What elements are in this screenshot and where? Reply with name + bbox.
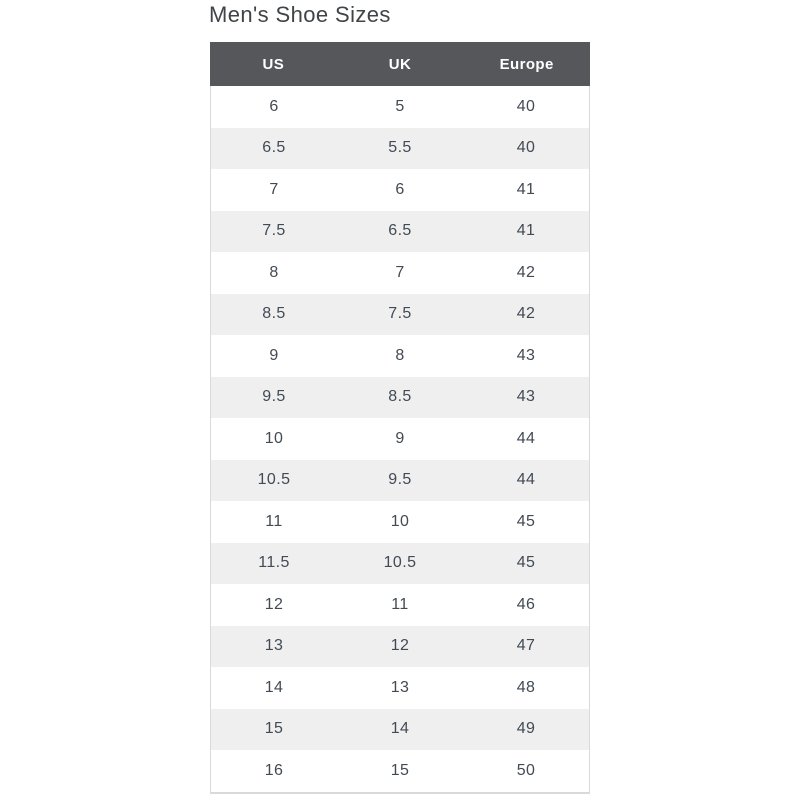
- cell-uk: 10: [390, 512, 410, 530]
- cell-uk: 12: [390, 637, 410, 655]
- cell-europe: 40: [516, 97, 536, 115]
- cell-uk: 14: [390, 720, 410, 738]
- table-row: 11.5 10.5 45: [211, 542, 589, 584]
- cell-europe: 43: [516, 346, 536, 364]
- cell-uk: 5.5: [388, 139, 412, 157]
- cell-uk: 8: [395, 346, 405, 364]
- table-row: 11 10 45: [211, 501, 589, 543]
- cell-us: 9: [269, 346, 279, 364]
- cell-europe: 46: [516, 595, 536, 613]
- cell-europe: 49: [516, 720, 536, 738]
- cell-uk: 15: [390, 761, 410, 779]
- cell-europe: 43: [516, 388, 536, 406]
- cell-europe: 48: [516, 678, 536, 696]
- shoe-size-table: US UK Europe 6 5 40 6.5 5.5 40 7 6 41 7.5 6.5 41 8 7 4…: [210, 42, 590, 794]
- table-row: 8 7 42: [211, 252, 589, 294]
- cell-uk: 5: [395, 97, 405, 115]
- cell-europe: 41: [516, 180, 536, 198]
- cell-us: 8.5: [262, 305, 286, 323]
- table-row: 9.5 8.5 43: [211, 376, 589, 418]
- cell-uk: 13: [390, 678, 410, 696]
- table-header-row: US UK Europe: [210, 42, 590, 86]
- table-row: 13 12 47: [211, 625, 589, 667]
- cell-us: 6.5: [262, 139, 286, 157]
- cell-us: 15: [264, 720, 284, 738]
- cell-uk: 6: [395, 180, 405, 198]
- column-header-europe: Europe: [499, 55, 554, 73]
- cell-europe: 40: [516, 139, 536, 157]
- cell-europe: 41: [516, 222, 536, 240]
- table-row: 10 9 44: [211, 418, 589, 460]
- table-row: 7.5 6.5 41: [211, 210, 589, 252]
- table-row: 15 14 49: [211, 708, 589, 750]
- cell-europe: 42: [516, 305, 536, 323]
- cell-uk: 9.5: [388, 471, 412, 489]
- table-row: 12 11 46: [211, 584, 589, 626]
- table-row: 10.5 9.5 44: [211, 459, 589, 501]
- table-row: 8.5 7.5 42: [211, 293, 589, 335]
- cell-uk: 7.5: [388, 305, 412, 323]
- cell-uk: 6.5: [388, 222, 412, 240]
- table-body: 6 5 40 6.5 5.5 40 7 6 41 7.5 6.5 41 8 7 42 8.5 7.5 42 9 8 43…: [210, 86, 590, 794]
- cell-europe: 47: [516, 637, 536, 655]
- table-row: 14 13 48: [211, 667, 589, 709]
- cell-us: 6: [269, 97, 279, 115]
- cell-uk: 9: [395, 429, 405, 447]
- cell-us: 14: [264, 678, 284, 696]
- cell-us: 13: [264, 637, 284, 655]
- cell-europe: 45: [516, 512, 536, 530]
- cell-europe: 44: [516, 429, 536, 447]
- cell-europe: 45: [516, 554, 536, 572]
- cell-uk: 8.5: [388, 388, 412, 406]
- cell-us: 11: [265, 512, 283, 530]
- cell-europe: 50: [516, 761, 536, 779]
- page-title: Men's Shoe Sizes: [209, 2, 391, 27]
- cell-europe: 42: [516, 263, 536, 281]
- table-row: 6 5 40: [211, 86, 589, 128]
- cell-us: 7.5: [262, 222, 286, 240]
- column-header-uk: UK: [388, 55, 412, 73]
- cell-europe: 44: [516, 471, 536, 489]
- cell-us: 10: [264, 429, 284, 447]
- cell-us: 11.5: [258, 554, 290, 572]
- table-row: 9 8 43: [211, 335, 589, 377]
- table-row: 16 15 50: [211, 750, 589, 792]
- cell-us: 16: [264, 761, 284, 779]
- cell-uk: 10.5: [383, 554, 417, 572]
- table-row: 7 6 41: [211, 169, 589, 211]
- cell-us: 9.5: [262, 388, 286, 406]
- cell-us: 10.5: [257, 471, 291, 489]
- cell-uk: 11: [391, 595, 409, 613]
- cell-us: 8: [269, 263, 279, 281]
- column-header-us: US: [262, 55, 285, 73]
- cell-us: 7: [269, 180, 279, 198]
- cell-uk: 7: [395, 263, 405, 281]
- cell-us: 12: [264, 595, 284, 613]
- table-row: 6.5 5.5 40: [211, 127, 589, 169]
